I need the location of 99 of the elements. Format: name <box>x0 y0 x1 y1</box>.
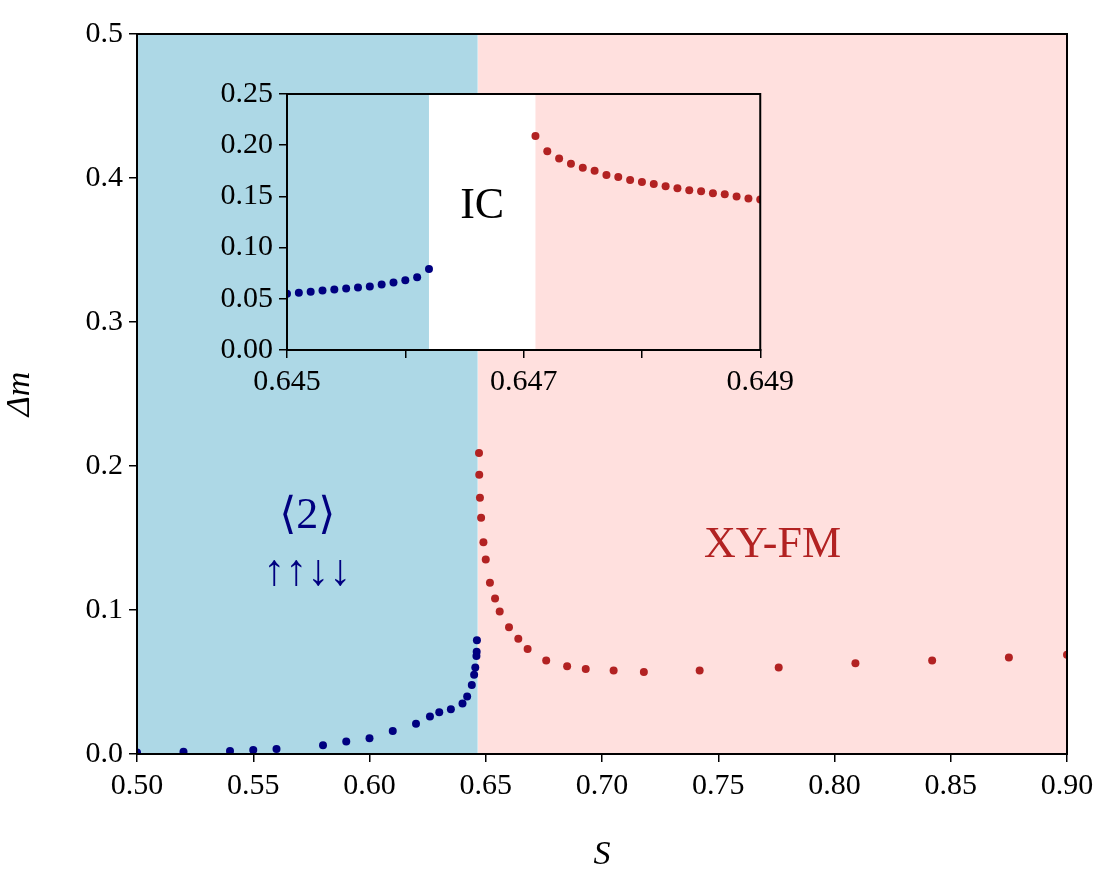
point <box>388 726 397 735</box>
point <box>458 699 467 708</box>
point <box>495 607 504 616</box>
y-tick-label: 0.10 <box>220 228 273 262</box>
point <box>555 154 564 163</box>
point <box>463 692 472 701</box>
point <box>514 634 523 643</box>
point <box>578 163 587 172</box>
point <box>472 636 481 645</box>
x-tick-label: 0.55 <box>227 766 280 800</box>
point <box>481 555 490 564</box>
point <box>342 284 351 293</box>
point <box>365 734 374 743</box>
point <box>389 278 398 287</box>
band-label: ⟨2⟩ ↑↑↓↓ <box>263 489 352 596</box>
point <box>475 449 484 458</box>
x-tick-label: 0.647 <box>489 362 558 396</box>
y-tick-label: 0.15 <box>220 177 273 211</box>
point <box>294 288 303 297</box>
x-tick-label: 0.90 <box>1040 766 1094 800</box>
y-tick-label: 0.25 <box>220 74 273 108</box>
x-tick-label: 0.85 <box>924 766 977 800</box>
x-axis-title: S <box>593 833 611 871</box>
point <box>226 747 234 754</box>
y-tick-label: 0.4 <box>85 158 123 192</box>
point <box>485 578 494 587</box>
point <box>446 705 455 714</box>
point <box>319 741 327 750</box>
point <box>435 708 444 717</box>
point <box>708 189 717 198</box>
point <box>543 147 552 156</box>
point <box>851 659 860 668</box>
x-tick-label: 0.65 <box>459 766 512 800</box>
x-tick-label: 0.60 <box>343 766 396 800</box>
point <box>563 662 572 671</box>
point <box>649 180 658 189</box>
x-tick-label: 0.50 <box>110 766 164 800</box>
point <box>697 187 706 196</box>
point <box>523 644 532 653</box>
point <box>272 744 281 753</box>
point <box>342 737 351 746</box>
point <box>318 286 327 295</box>
point <box>477 513 486 522</box>
point <box>774 663 783 672</box>
point <box>475 493 484 502</box>
y-tick-label: 0.3 <box>85 302 123 336</box>
y-tick-label: 0.5 <box>85 14 123 48</box>
point <box>330 285 339 294</box>
point <box>542 656 551 665</box>
point <box>479 538 488 547</box>
point <box>491 594 500 603</box>
point <box>377 280 386 289</box>
point <box>602 170 611 179</box>
point <box>626 176 635 185</box>
point <box>695 666 704 675</box>
point <box>639 667 648 676</box>
point <box>470 670 479 679</box>
x-tick-label: 0.649 <box>726 362 794 396</box>
point <box>531 131 540 140</box>
annotation: IC <box>460 179 505 229</box>
point <box>306 287 315 296</box>
y-tick-label: 0.00 <box>220 330 273 364</box>
y-tick-label: 0.0 <box>85 734 123 768</box>
point <box>1004 653 1013 662</box>
x-tick-label: 0.75 <box>692 766 745 800</box>
point <box>566 159 575 168</box>
point <box>424 265 433 274</box>
point <box>365 282 374 291</box>
x-tick-label: 0.80 <box>808 766 861 800</box>
point <box>467 680 476 689</box>
point <box>249 745 258 754</box>
point <box>401 276 410 285</box>
y-tick-label: 0.2 <box>85 446 123 480</box>
point <box>673 184 682 193</box>
point <box>928 656 937 665</box>
x-tick-label: 0.645 <box>253 362 321 396</box>
y-axis-title: Δm <box>0 371 37 419</box>
point <box>581 665 590 674</box>
point <box>471 663 480 672</box>
point <box>425 712 434 721</box>
point <box>590 166 599 175</box>
point <box>720 190 729 199</box>
point <box>413 273 422 282</box>
point <box>353 283 362 292</box>
band-label: XY-FM <box>704 517 841 567</box>
point <box>505 623 513 632</box>
point <box>744 194 753 203</box>
point <box>637 178 646 187</box>
y-tick-label: 0.20 <box>220 126 273 160</box>
point <box>412 719 420 728</box>
x-tick-label: 0.70 <box>575 766 629 800</box>
point <box>475 470 484 479</box>
point <box>614 172 623 181</box>
point <box>685 186 694 195</box>
y-tick-label: 0.05 <box>220 279 273 313</box>
point <box>732 192 741 201</box>
point <box>661 182 670 191</box>
point <box>609 666 618 675</box>
y-tick-label: 0.1 <box>85 590 123 624</box>
